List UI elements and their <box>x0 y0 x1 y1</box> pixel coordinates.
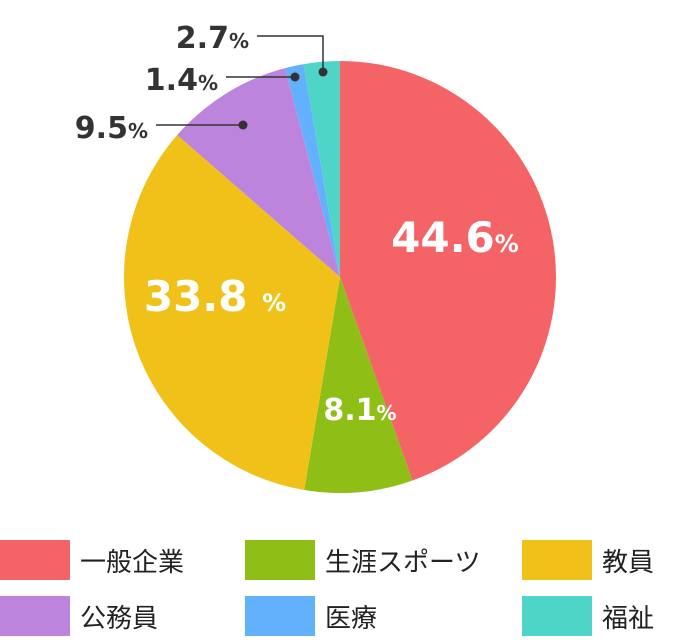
legend-label-kyoin: 教員 <box>602 547 655 578</box>
legend-label-sports: 生涯スポーツ <box>325 547 481 578</box>
slice-label-kyoin: 33.8 % <box>144 272 286 321</box>
legend-item-sports: 生涯スポーツ <box>245 540 480 580</box>
leader-dot-fukushi <box>318 67 328 77</box>
legend-swatch-iryo <box>245 596 315 636</box>
slice-label-komuin: 9.5% <box>75 111 148 146</box>
legend-item-komuin: 公務員 <box>0 596 158 636</box>
slice-label-sports: 8.1% <box>323 393 396 428</box>
legend-swatch-ippan <box>0 540 70 580</box>
legend-label-fukushi: 福祉 <box>602 603 655 634</box>
legend-swatch-fukushi <box>522 596 592 636</box>
leader-dot-komuin <box>238 120 248 130</box>
leader-dot-iryo <box>290 72 300 82</box>
leader-line-fukushi <box>257 35 324 72</box>
slice-sports <box>304 277 413 493</box>
legend-item-kyoin: 教員 <box>522 540 654 580</box>
slice-label-ippan: 44.6% <box>391 213 519 262</box>
legend-swatch-sports <box>245 540 315 580</box>
legend-label-ippan: 一般企業 <box>80 547 185 578</box>
slice-label-iryo: 1.4% <box>145 63 218 98</box>
slice-label-fukushi: 2.7% <box>176 21 249 56</box>
legend-label-komuin: 公務員 <box>80 603 159 634</box>
legend-item-fukushi: 福祉 <box>522 596 654 636</box>
legend-label-iryo: 医療 <box>325 603 378 634</box>
slice-fukushi <box>303 61 340 277</box>
slice-iryo <box>285 64 340 277</box>
legend: 一般企業 生涯スポーツ 教員 公務員 医療 福祉 <box>0 528 680 640</box>
slice-ippan <box>340 61 556 481</box>
legend-item-ippan: 一般企業 <box>0 540 184 580</box>
legend-swatch-komuin <box>0 596 70 636</box>
legend-item-iryo: 医療 <box>245 596 377 636</box>
legend-swatch-kyoin <box>522 540 592 580</box>
pie-chart: 44.6% 8.1% 33.8 % 9.5% 1.4% 2.7% <box>75 21 556 493</box>
slice-kyoin <box>123 135 340 491</box>
slice-komuin <box>177 68 340 277</box>
